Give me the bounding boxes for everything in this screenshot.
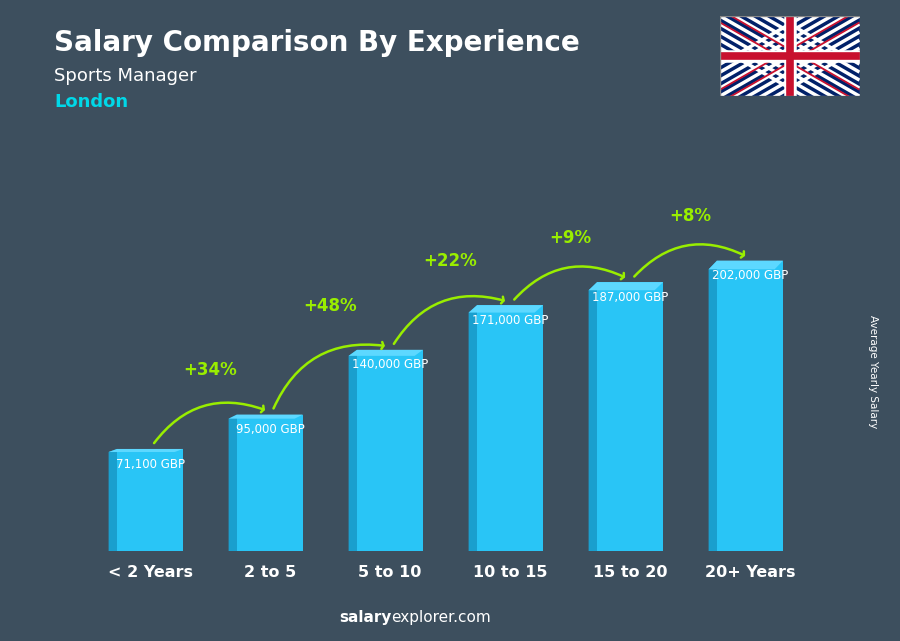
Text: explorer.com: explorer.com	[392, 610, 491, 625]
Polygon shape	[109, 449, 117, 551]
Text: +34%: +34%	[183, 362, 237, 379]
Polygon shape	[348, 350, 423, 356]
Bar	[477, 305, 543, 551]
Text: Salary Comparison By Experience: Salary Comparison By Experience	[54, 29, 580, 57]
Polygon shape	[469, 305, 477, 551]
Text: Sports Manager: Sports Manager	[54, 67, 196, 85]
Bar	[237, 415, 303, 551]
Polygon shape	[708, 261, 717, 551]
Polygon shape	[708, 261, 783, 269]
Bar	[117, 449, 183, 551]
Polygon shape	[469, 305, 543, 313]
Text: Average Yearly Salary: Average Yearly Salary	[868, 315, 878, 428]
Text: London: London	[54, 93, 128, 111]
Polygon shape	[109, 449, 183, 452]
Polygon shape	[229, 415, 237, 551]
Text: 95,000 GBP: 95,000 GBP	[236, 423, 304, 436]
Text: 140,000 GBP: 140,000 GBP	[352, 358, 428, 371]
Text: +9%: +9%	[549, 229, 591, 247]
Text: +8%: +8%	[669, 207, 711, 226]
Text: 71,100 GBP: 71,100 GBP	[115, 458, 184, 470]
Bar	[357, 350, 423, 551]
Polygon shape	[229, 415, 303, 419]
Polygon shape	[589, 282, 597, 551]
Text: 187,000 GBP: 187,000 GBP	[592, 291, 668, 304]
Polygon shape	[348, 350, 357, 551]
Bar	[597, 282, 663, 551]
Text: 202,000 GBP: 202,000 GBP	[712, 269, 788, 282]
Text: +22%: +22%	[423, 252, 477, 270]
Polygon shape	[589, 282, 663, 290]
Bar	[717, 261, 783, 551]
Text: +48%: +48%	[303, 297, 356, 315]
Text: salary: salary	[339, 610, 392, 625]
Text: 171,000 GBP: 171,000 GBP	[472, 314, 548, 327]
